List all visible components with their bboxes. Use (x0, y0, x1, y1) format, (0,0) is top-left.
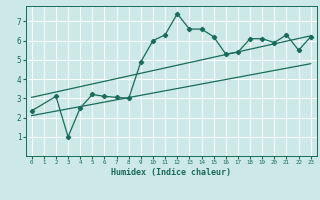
X-axis label: Humidex (Indice chaleur): Humidex (Indice chaleur) (111, 168, 231, 177)
